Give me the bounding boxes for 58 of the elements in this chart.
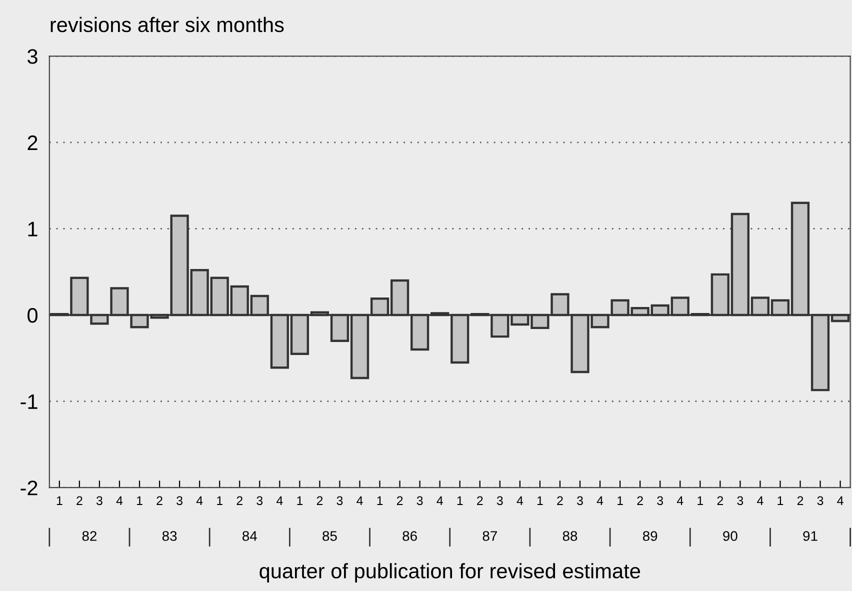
x-tick-label: 2	[396, 496, 403, 505]
x-tick-label: 2	[477, 496, 483, 505]
x-tick-label: 1	[698, 496, 703, 505]
x-tick-label: 4	[516, 496, 524, 505]
x-tick-label: 1	[377, 496, 383, 505]
x-tick-label: 1	[56, 496, 62, 505]
x-tick-label: 1	[136, 496, 142, 505]
x-tick-label: 2	[236, 496, 242, 505]
y-tick-label: 0	[28, 308, 38, 323]
x-tick-label: 3	[256, 496, 263, 506]
x-tick-label: 4	[196, 496, 203, 505]
text: 91	[803, 531, 818, 541]
x-tick-label: 3	[96, 496, 102, 506]
x-tick-label: 3	[336, 496, 343, 506]
x-tick-label: 4	[276, 496, 283, 505]
x-tick-label: 4	[837, 496, 844, 505]
x-tick-label: 3	[657, 496, 664, 506]
text: 87	[482, 531, 497, 541]
x-tick-label: 2	[76, 496, 82, 505]
x-tick-label: 1	[297, 496, 303, 505]
x-tick-label: 1	[537, 496, 543, 505]
x-tick-label: 2	[637, 496, 643, 505]
text: 88	[562, 531, 578, 541]
x-tick-label: 3	[496, 496, 503, 506]
y-axis-title: revisions after six months	[50, 16, 284, 32]
x-tick-label: 4	[356, 496, 363, 505]
x-tick-label: 2	[316, 496, 323, 505]
text: 84	[242, 531, 257, 541]
x-tick-label: 3	[577, 496, 583, 506]
x-tick-label: 4	[676, 496, 684, 505]
y-tick-label: -1	[20, 394, 38, 409]
x-tick-label: 4	[116, 496, 123, 505]
text: 83	[162, 531, 177, 541]
text: 85	[322, 531, 337, 541]
x-tick-label: 1	[778, 496, 784, 505]
y-tick-label: 1	[28, 222, 38, 236]
x-tick-label: 2	[557, 496, 563, 505]
x-tick-label: 2	[156, 496, 162, 505]
x-tick-label: 3	[176, 496, 182, 506]
x-tick-label: 2	[797, 496, 804, 505]
x-tick-label: 2	[717, 496, 723, 505]
x-tick-label: 1	[457, 496, 463, 505]
x-tick-label: 3	[416, 496, 423, 506]
text: 82	[82, 531, 96, 541]
text: 90	[723, 531, 738, 541]
x-tick-label: 3	[817, 496, 824, 506]
x-tick-label: 4	[436, 496, 443, 505]
x-tick-label: 1	[618, 496, 623, 505]
x-tick-label: 1	[217, 496, 222, 505]
x-tick-label: 4	[596, 496, 604, 505]
x-tick-label: 4	[757, 496, 764, 505]
y-tick-label: 3	[28, 49, 38, 64]
x-tick-label: 3	[737, 496, 744, 506]
x-axis-title: quarter of publication for revised estimate	[260, 563, 640, 583]
y-tick-label: -2	[20, 480, 38, 496]
text: 86	[402, 531, 417, 541]
y-tick-label: 2	[28, 135, 38, 150]
text: 89	[642, 531, 658, 541]
